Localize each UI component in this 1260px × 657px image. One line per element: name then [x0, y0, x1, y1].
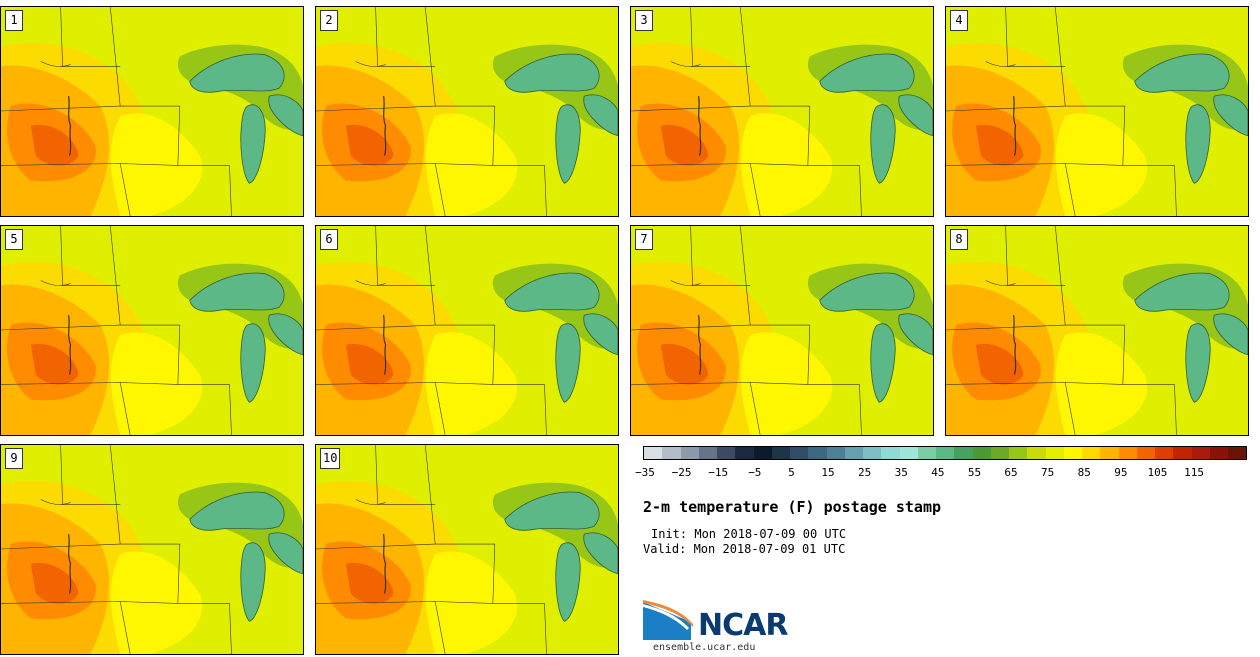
- colorbar-tick-label: −25: [671, 466, 692, 479]
- stamp-member-number: 5: [5, 229, 23, 250]
- chart-title: 2-m temperature (F) postage stamp: [643, 498, 942, 516]
- postage-stamp-9: 9: [0, 444, 304, 655]
- postage-stamp-8: 8: [945, 225, 1249, 436]
- postage-stamp-3: 3: [630, 6, 934, 217]
- colorbar-segment: [1191, 447, 1210, 459]
- colorbar-segment: [881, 447, 900, 459]
- colorbar-segment: [1173, 447, 1192, 459]
- stamp-member-number: 2: [320, 10, 338, 31]
- temperature-map: [946, 226, 1248, 435]
- colorbar-tick-label: 95: [1114, 466, 1128, 479]
- colorbar-segment: [1209, 447, 1228, 459]
- stamp-member-number: 3: [635, 10, 653, 31]
- colorbar-segment: [990, 447, 1009, 459]
- stamp-member-number: 4: [950, 10, 968, 31]
- colorbar-segment: [844, 447, 863, 459]
- colorbar-segment: [1118, 447, 1137, 459]
- temperature-map: [1, 7, 303, 216]
- stamp-member-number: 10: [320, 448, 341, 469]
- postage-stamp-1: 1: [0, 6, 304, 217]
- colorbar-segment: [808, 447, 827, 459]
- colorbar-segment: [899, 447, 918, 459]
- postage-stamp-5: 5: [0, 225, 304, 436]
- site-url: ensemble.ucar.edu: [653, 642, 756, 653]
- colorbar-segment: [1155, 447, 1174, 459]
- colorbar-tick-label: 85: [1077, 466, 1091, 479]
- colorbar-segment: [954, 447, 973, 459]
- colorbar-tick-label: 75: [1041, 466, 1055, 479]
- colorbar-segment: [1082, 447, 1101, 459]
- ncar-logo-icon: [643, 600, 693, 640]
- colorbar-segment: [735, 447, 754, 459]
- temperature-map: [316, 445, 618, 654]
- colorbar-tick-label: 55: [967, 466, 982, 479]
- postage-stamp-2: 2: [315, 6, 619, 217]
- valid-time: Valid: Mon 2018-07-09 01 UTC: [643, 542, 846, 556]
- colorbar-tick-label: 35: [894, 466, 908, 479]
- colorbar-tick-label: −5: [748, 466, 762, 479]
- stamp-member-number: 8: [950, 229, 968, 250]
- colorbar-segment: [936, 447, 955, 459]
- colorbar-segment: [1009, 447, 1028, 459]
- ncar-wordmark: NCAR: [698, 608, 788, 643]
- colorbar: [643, 446, 1247, 460]
- stamp-member-number: 1: [5, 10, 23, 31]
- colorbar-ticks: −35 −25 −15 −5 5 15 25 35 45 55 65 75 85 95 105 115: [635, 466, 1247, 482]
- colorbar-segment: [662, 447, 681, 459]
- init-time: Init: Mon 2018-07-09 00 UTC: [651, 527, 847, 541]
- colorbar-segment: [698, 447, 717, 459]
- stamp-member-number: 6: [320, 229, 338, 250]
- temperature-map: [1, 445, 303, 654]
- colorbar-segment: [1063, 447, 1082, 459]
- colorbar-segment: [826, 447, 845, 459]
- colorbar-tick-label: −35: [635, 466, 655, 479]
- colorbar-segment: [863, 447, 882, 459]
- colorbar-tick-label: 25: [858, 466, 872, 479]
- colorbar-segment: [1228, 447, 1247, 459]
- colorbar-segment: [771, 447, 790, 459]
- postage-stamp-10: 10: [315, 444, 619, 655]
- colorbar-segment: [1045, 447, 1064, 459]
- colorbar-tick-label: −15: [708, 466, 729, 479]
- stamp-member-number: 9: [5, 448, 23, 469]
- colorbar-tick-label: 115: [1184, 466, 1205, 479]
- postage-stamp-4: 4: [945, 6, 1249, 217]
- colorbar-segment: [1136, 447, 1155, 459]
- colorbar-tick-label: 105: [1147, 466, 1168, 479]
- colorbar-segment: [790, 447, 809, 459]
- colorbar-tick-label: 45: [931, 466, 945, 479]
- temperature-map: [631, 226, 933, 435]
- colorbar-segment: [717, 447, 736, 459]
- colorbar-segment: [1027, 447, 1046, 459]
- temperature-map: [631, 7, 933, 216]
- colorbar-segment: [644, 447, 663, 459]
- temperature-map: [1, 226, 303, 435]
- temperature-map: [946, 7, 1248, 216]
- colorbar-segment: [1100, 447, 1119, 459]
- colorbar-segment: [972, 447, 991, 459]
- colorbar-segment: [917, 447, 936, 459]
- temperature-map: [316, 226, 618, 435]
- colorbar-segment: [753, 447, 772, 459]
- postage-stamp-6: 6: [315, 225, 619, 436]
- colorbar-tick-label: 65: [1004, 466, 1018, 479]
- colorbar-segment: [680, 447, 699, 459]
- postage-stamp-7: 7: [630, 225, 934, 436]
- stamp-member-number: 7: [635, 229, 653, 250]
- colorbar-tick-label: 5: [788, 466, 795, 479]
- colorbar-tick-label: 15: [821, 466, 835, 479]
- temperature-map: [316, 7, 618, 216]
